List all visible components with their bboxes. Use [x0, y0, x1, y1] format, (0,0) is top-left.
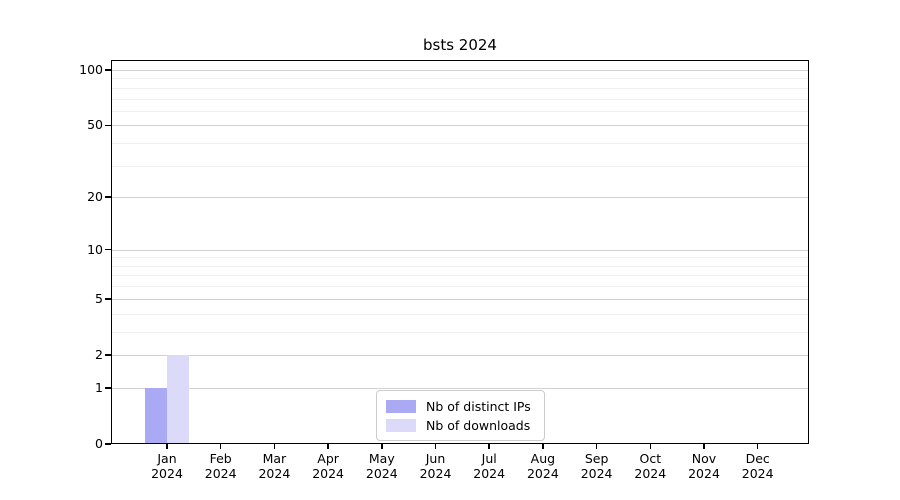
x-tick-label: Mar 2024 [258, 451, 291, 481]
y-tick-label: 20 [87, 189, 103, 205]
major-gridline [111, 354, 809, 356]
y-tick-label: 100 [79, 62, 103, 77]
minor-gridline [111, 331, 809, 333]
major-gridline [111, 70, 809, 71]
x-tick [703, 444, 705, 449]
legend: Nb of distinct IPs Nb of downloads [376, 390, 545, 441]
legend-label-distinct-ips: Nb of distinct IPs [426, 398, 531, 414]
legend-label-downloads: Nb of downloads [426, 417, 531, 433]
x-tick-label: Nov 2024 [688, 451, 720, 481]
x-tick [327, 444, 329, 449]
x-tick-label: Dec 2024 [741, 451, 774, 481]
x-tick [381, 444, 383, 449]
x-tick [273, 444, 276, 449]
major-gridline [111, 125, 809, 127]
x-tick-label: Sep 2024 [580, 451, 613, 481]
x-tick [166, 444, 168, 449]
x-tick [595, 444, 598, 449]
x-tick [649, 444, 652, 449]
bar-nb-of-downloads-jan [167, 354, 189, 444]
minor-gridline [111, 78, 809, 80]
minor-gridline [111, 98, 809, 100]
x-tick-label: Jul 2024 [473, 451, 506, 481]
minor-gridline [111, 313, 809, 315]
x-tick [542, 444, 544, 449]
legend-item-downloads: Nb of downloads [386, 418, 535, 433]
legend-swatch-distinct-ips-icon [386, 399, 416, 413]
minor-gridline [111, 110, 809, 112]
x-tick-label: Apr 2024 [312, 451, 344, 481]
legend-swatch-downloads-icon [386, 418, 416, 432]
y-tick-label: 2 [95, 346, 103, 362]
y-tick-label: 0 [95, 436, 103, 451]
major-gridline [111, 387, 809, 389]
x-tick-label: Jan 2024 [151, 451, 183, 481]
x-tick-label: Jun 2024 [419, 451, 452, 481]
x-tick-label: May 2024 [365, 451, 398, 481]
major-gridline [111, 249, 809, 251]
x-tick-label: Oct 2024 [634, 451, 667, 481]
minor-gridline [111, 286, 809, 288]
major-gridline [111, 298, 809, 300]
minor-gridline [111, 165, 809, 167]
x-tick [219, 444, 222, 449]
minor-gridline [111, 257, 809, 259]
chart-title: bsts 2024 [423, 36, 497, 54]
minor-gridline [111, 143, 809, 145]
x-tick [434, 444, 437, 449]
minor-gridline [111, 265, 809, 267]
y-tick-label: 1 [95, 379, 103, 395]
minor-gridline [111, 87, 809, 89]
y-tick-label: 5 [95, 290, 103, 306]
plot-area [111, 60, 809, 444]
bar-nb-of-distinct-ips-jan [145, 387, 167, 444]
x-tick-label: Feb 2024 [204, 451, 237, 481]
x-tick-label: Aug 2024 [526, 451, 559, 481]
major-gridline [111, 197, 809, 199]
y-tick-label: 10 [87, 241, 103, 257]
x-tick [488, 444, 490, 449]
y-tick-label: 50 [87, 117, 103, 133]
legend-item-distinct-ips: Nb of distinct IPs [386, 399, 535, 414]
x-tick [756, 444, 759, 449]
minor-gridline [111, 275, 809, 277]
